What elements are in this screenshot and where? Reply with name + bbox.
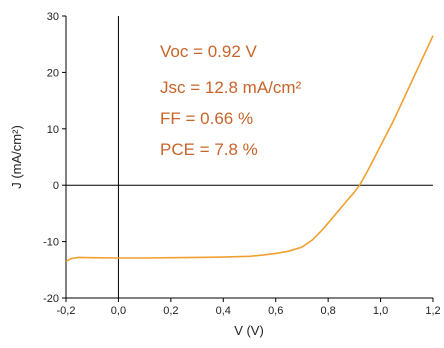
x-tick-label: 0,6 (268, 305, 283, 317)
x-tick-label: 0,4 (216, 305, 231, 317)
y-tick-label: -20 (43, 293, 59, 305)
annotations: Voc = 0.92 V Jsc = 12.8 mA/cm² FF = 0.66… (160, 42, 302, 159)
y-tick-label: 20 (47, 67, 59, 79)
y-tick-label: 30 (47, 11, 59, 23)
annotation-ff: FF = 0.66 % (160, 109, 253, 128)
ticks-layer: -0,2 0,0 0,2 0,4 0,6 0,8 1,0 1,2 -20 -10 0 10 20 30 (43, 11, 441, 317)
jv-series-line (65, 35, 434, 263)
x-tick-label: 1,0 (373, 305, 388, 317)
y-tick-label: 10 (47, 124, 59, 136)
annotation-voc: Voc = 0.92 V (160, 42, 258, 61)
x-axis-label: V (V) (234, 323, 264, 338)
x-tick-label: 0,2 (163, 305, 178, 317)
x-tick-label: 1,2 (425, 305, 440, 317)
x-tick-label: 0,8 (320, 305, 335, 317)
y-tick-label: -10 (43, 237, 59, 249)
x-tick-label: 0,0 (111, 305, 126, 317)
axes-layer (65, 16, 433, 299)
x-tick-label: -0,2 (57, 305, 76, 317)
y-tick-label: 0 (53, 180, 59, 192)
y-axis-label: J (mA/cm²) (9, 125, 24, 189)
annotation-pce: PCE = 7.8 % (160, 140, 258, 159)
annotation-jsc: Jsc = 12.8 mA/cm² (160, 78, 302, 97)
